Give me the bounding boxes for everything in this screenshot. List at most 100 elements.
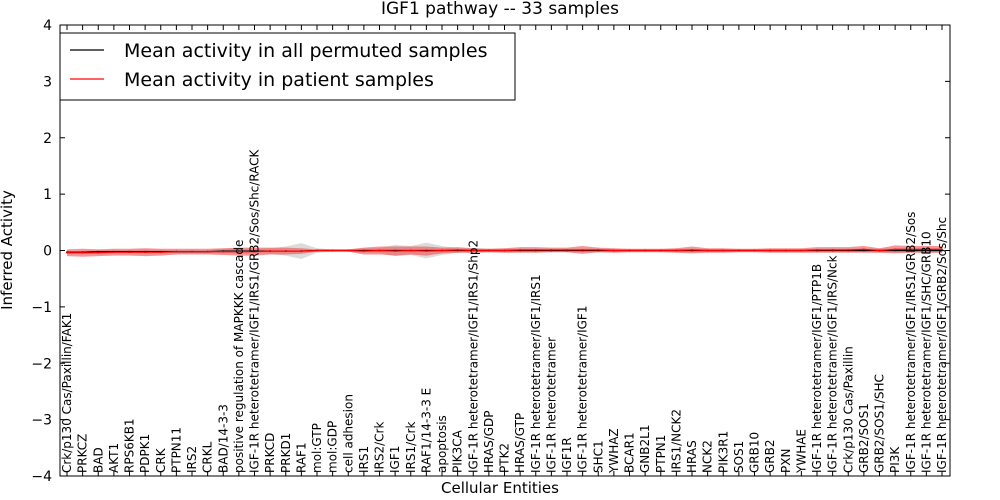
- x-category-label: PDPK1: [138, 434, 152, 473]
- data-point-patient: [909, 248, 912, 251]
- data-point-patient: [550, 249, 553, 251]
- x-category-label: PRKCZ: [76, 434, 90, 473]
- data-point-patient: [894, 248, 897, 251]
- x-category-label: IGF-1R heterotetramer/IGF1/IRS1/Shp2: [466, 240, 480, 473]
- x-category-label: Crk/p130 Cas/Paxillin: [841, 346, 855, 473]
- x-category-label: apoptosis: [435, 415, 449, 473]
- x-category-label: IRS2/Crk: [373, 422, 387, 473]
- x-category-label: HRAS: [685, 440, 699, 473]
- x-category-label: mol:GDP: [326, 421, 340, 473]
- data-point-patient: [456, 249, 459, 251]
- data-point-patient: [706, 249, 709, 252]
- legend-box: [59, 32, 516, 101]
- data-point-patient: [394, 250, 397, 252]
- data-point-patient: [284, 250, 287, 252]
- x-category-label: IGF-1R heterotetramer: [544, 337, 558, 473]
- x-category-label: IGF-1R heterotetramer/IGF1/IRS1/GRB2/Sos: [904, 212, 918, 473]
- data-point-patient: [316, 249, 318, 252]
- x-category-label: positive regulation of MAPKKK cascade: [232, 240, 246, 473]
- y-axis: −4 −3 −2 −1 0 1 2 3 4: [31, 18, 950, 485]
- data-point-patient: [691, 249, 693, 251]
- x-category-label: CRKL: [201, 441, 215, 473]
- x-category-label: YWHAZ: [607, 428, 621, 474]
- data-point-patient: [659, 249, 662, 252]
- y-tick-label: 3: [43, 74, 52, 90]
- x-axis-title: Cellular Entities: [441, 479, 559, 497]
- data-point-patient: [737, 249, 740, 252]
- data-point-patient: [519, 249, 522, 251]
- data-point-patient: [472, 249, 475, 252]
- x-category-label: GRB2: [763, 439, 777, 473]
- data-point-patient: [534, 249, 537, 251]
- x-category-label: SOS1: [732, 441, 746, 473]
- x-category-label: PIK3R1: [716, 431, 730, 473]
- x-category-label: NCK2: [701, 440, 715, 473]
- data-point-patient: [800, 249, 803, 252]
- x-category-label: BCAR1: [623, 432, 637, 473]
- y-tick-label: −3: [31, 413, 52, 429]
- data-point-patient: [253, 250, 256, 253]
- x-category-label: PTPN11: [169, 427, 183, 473]
- x-category-label: IRS1/NCK2: [669, 409, 683, 473]
- x-category-label: AKT1: [107, 443, 121, 473]
- x-category-label: PTK2: [498, 443, 512, 473]
- y-tick-label: 2: [43, 131, 52, 147]
- data-point-patient: [237, 250, 240, 253]
- data-point-patient: [503, 249, 506, 252]
- data-point-patient: [66, 251, 68, 254]
- x-category-label: CRK: [154, 447, 168, 473]
- data-point-patient: [769, 249, 772, 252]
- data-point-patient: [847, 249, 850, 251]
- x-category-label: PI3K: [888, 446, 902, 473]
- x-category-label: YWHAE: [794, 429, 808, 474]
- x-category-label: GNB2L1: [638, 425, 652, 473]
- x-category-label: BAD: [91, 447, 105, 473]
- x-category-label: PRKCD: [263, 433, 277, 473]
- x-category-label: GRB2/SOS1: [857, 403, 871, 473]
- x-category-label: IGF-1R heterotetramer/IGF1/PTP1B: [810, 264, 824, 473]
- x-category-label: cell adhesion: [341, 394, 355, 473]
- y-tick-label: −1: [31, 300, 52, 316]
- x-category-label: IGF-1R heterotetramer/IGF1/IRS1: [529, 274, 543, 473]
- data-point-patient: [331, 249, 334, 252]
- data-point-patient: [347, 249, 350, 252]
- y-tick-label: 0: [43, 244, 52, 260]
- data-point-patient: [862, 248, 865, 251]
- chart-title: IGF1 pathway -- 33 samples: [381, 0, 619, 19]
- x-category-label: IGF-1R heterotetramer/IGF1/SHC/GRB10: [919, 231, 933, 473]
- x-category-label: RPS6KB1: [123, 418, 137, 473]
- data-point-patient: [206, 250, 209, 253]
- data-point-patient: [816, 249, 818, 251]
- x-category-label: IGF-1R heterotetramer/IGF1/IRS1/GRB2/Sos…: [248, 148, 262, 473]
- legend-label-patient: Mean activity in patient samples: [124, 69, 434, 91]
- data-point-patient: [269, 250, 272, 252]
- data-point-patient: [378, 249, 381, 252]
- data-point-patient: [597, 249, 600, 251]
- x-category-label: PIK3CA: [451, 429, 465, 473]
- data-point-patient: [644, 249, 647, 252]
- x-category-label: RAF1: [294, 442, 308, 473]
- data-point-patient: [441, 249, 443, 252]
- data-point-patient: [722, 249, 725, 252]
- x-category-label: IGF-1R heterotetramer/IGF1: [576, 306, 590, 473]
- x-category-label: IRS1/Crk: [404, 422, 418, 473]
- data-point-patient: [628, 249, 631, 252]
- data-point-patient: [425, 250, 428, 252]
- series-lines: [66, 248, 943, 254]
- data-point-patient: [566, 249, 568, 251]
- y-tick-label: 4: [43, 18, 52, 34]
- data-point-patient: [409, 249, 412, 252]
- y-tick-label: −2: [31, 356, 52, 372]
- data-point-patient: [878, 249, 881, 252]
- data-point-patient: [753, 249, 756, 252]
- x-category-label: IGF-1R heterotetramer/IGF1/IRS/Nck: [826, 255, 840, 473]
- x-category-label: mol:GTP: [310, 423, 324, 473]
- data-point-patient: [925, 248, 928, 251]
- x-category-label: IGF1R: [560, 437, 574, 473]
- data-point-patient: [362, 250, 365, 252]
- x-category-label: PRKD1: [279, 433, 293, 473]
- data-point-patient: [222, 250, 225, 253]
- data-point-patient: [941, 248, 943, 251]
- x-category-label: SHC1: [591, 440, 605, 473]
